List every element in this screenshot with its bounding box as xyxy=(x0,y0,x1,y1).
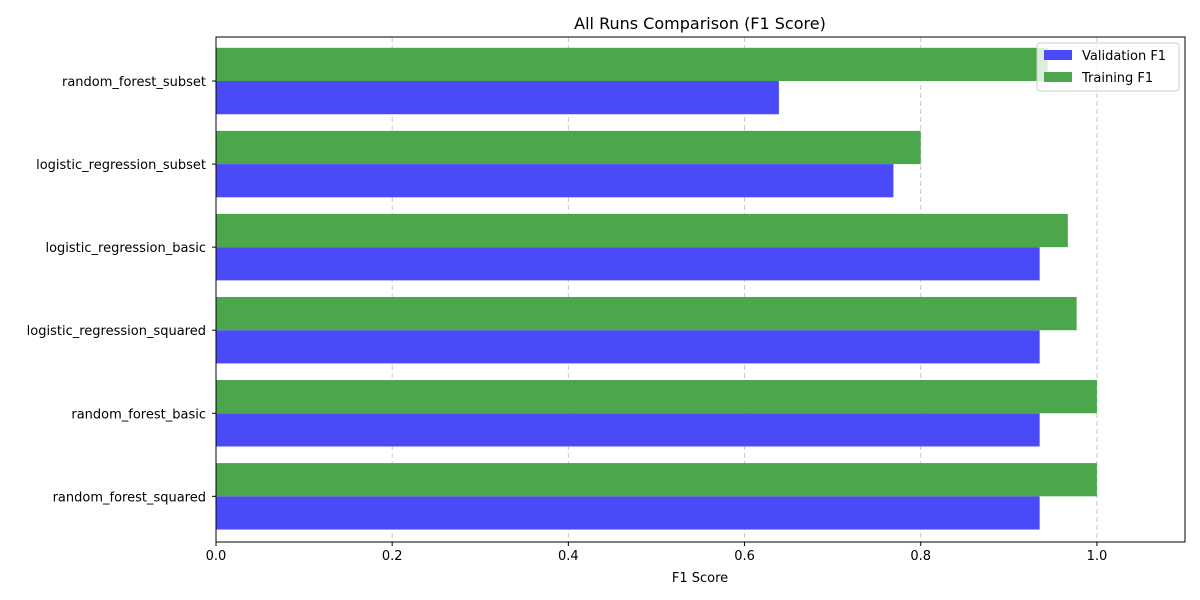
training-f1-bar-random-forest-basic xyxy=(216,380,1097,414)
training-f1-bar-random-forest-subset xyxy=(216,47,1048,82)
validation-f1-bar-random-forest-basic xyxy=(216,413,1040,447)
x-axis-label: F1 Score xyxy=(672,571,728,586)
chart-title: All Runs Comparison (F1 Score) xyxy=(574,14,826,33)
legend-swatch-training xyxy=(1044,72,1072,82)
legend-swatch-validation xyxy=(1044,50,1072,60)
x-tick-label: 0.6 xyxy=(734,549,755,564)
plot-area-frame xyxy=(215,36,1186,543)
x-tick-label: 0.2 xyxy=(382,549,403,564)
y-axis-ticks: random_forest_squared random_forest_basic… xyxy=(27,75,216,505)
x-tick-label: 0.8 xyxy=(910,549,931,564)
legend-box xyxy=(1036,42,1180,92)
validation-f1-bar-random-forest-subset xyxy=(216,81,779,115)
x-tick-label: 0.0 xyxy=(206,549,227,564)
legend-label-validation: Validation F1 xyxy=(1082,49,1166,64)
bars xyxy=(216,47,1097,530)
y-tick-label: random_forest_basic xyxy=(71,407,206,422)
legend-label-training: Training F1 xyxy=(1081,71,1153,86)
x-axis-ticks: 0.0 0.2 0.4 0.6 0.8 1.0 xyxy=(206,542,1108,564)
validation-f1-bar-random-forest-squared xyxy=(216,496,1040,530)
y-tick-label: random_forest_squared xyxy=(53,490,206,505)
validation-f1-bar-logistic-regression-squared xyxy=(216,330,1040,364)
x-tick-label: 0.4 xyxy=(558,549,579,564)
training-f1-bar-logistic-regression-basic xyxy=(216,213,1068,248)
legend: Validation F1 Training F1 xyxy=(1036,42,1180,92)
validation-f1-bar-logistic-regression-basic xyxy=(216,247,1040,281)
grid-lines xyxy=(391,37,1098,542)
y-tick-label: logistic_regression_subset xyxy=(36,158,206,173)
y-tick-label: random_forest_subset xyxy=(62,75,206,90)
training-f1-bar-logistic-regression-subset xyxy=(216,130,921,165)
validation-f1-bar-logistic-regression-subset xyxy=(216,164,894,198)
training-f1-bar-logistic-regression-squared xyxy=(216,296,1077,331)
y-tick-label: logistic_regression_basic xyxy=(45,241,206,256)
x-tick-label: 1.0 xyxy=(1087,549,1108,564)
y-tick-label: logistic_regression_squared xyxy=(27,324,206,339)
training-f1-bar-random-forest-squared xyxy=(216,463,1097,497)
